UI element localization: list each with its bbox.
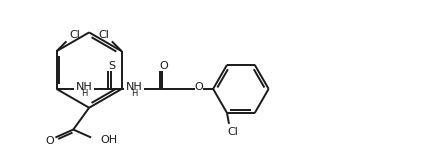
Text: H: H	[131, 89, 137, 98]
Text: Cl: Cl	[99, 30, 109, 40]
Text: Cl: Cl	[227, 127, 238, 137]
Text: OH: OH	[100, 135, 117, 146]
Text: S: S	[108, 61, 115, 71]
Text: Cl: Cl	[69, 30, 80, 40]
Text: O: O	[159, 61, 168, 71]
Text: NH: NH	[125, 82, 142, 92]
Text: NH: NH	[76, 82, 92, 92]
Text: O: O	[45, 137, 54, 146]
Text: H: H	[81, 89, 88, 98]
Text: O: O	[195, 82, 204, 92]
